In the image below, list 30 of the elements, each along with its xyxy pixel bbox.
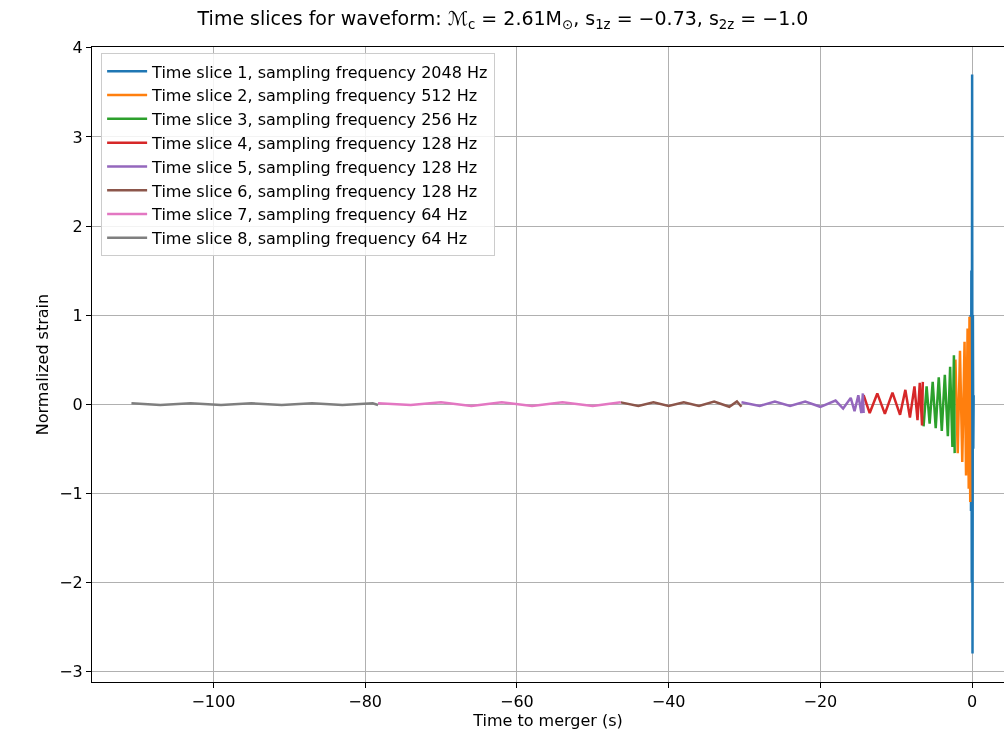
legend-label: Time slice 4, sampling frequency 128 Hz — [151, 133, 478, 153]
x-tick-label: −20 — [803, 692, 838, 712]
y-tick-label: 0 — [72, 394, 83, 414]
y-tick-label: 4 — [72, 38, 83, 58]
line-series — [954, 315, 972, 504]
y-tick-label: −3 — [59, 661, 83, 681]
legend-label: Time slice 3, sampling frequency 256 Hz — [151, 110, 478, 130]
x-tick-label: −40 — [651, 692, 686, 712]
x-tick-label: −80 — [348, 692, 383, 712]
y-tick-label: 2 — [72, 216, 83, 236]
legend-label: Time slice 6, sampling frequency 128 Hz — [151, 181, 478, 201]
x-axis-title: Time to merger (s) — [472, 711, 623, 731]
x-tick-label: 0 — [967, 692, 978, 712]
legend-label: Time slice 1, sampling frequency 2048 Hz — [151, 62, 488, 82]
legend-label: Time slice 8, sampling frequency 64 Hz — [151, 229, 468, 249]
line-series — [862, 380, 925, 427]
legend-label: Time slice 2, sampling frequency 512 Hz — [151, 86, 478, 106]
chart-title: Time slices for waveform: ℳ$_{c}$ = 2.61M$_{⊙}$, s$_{1z}$ = −0.73, s$_{2z}$ = −1.0 — [197, 6, 809, 32]
x-tick-label: −60 — [500, 692, 534, 712]
y-tick-label: −2 — [59, 572, 83, 592]
x-tick-label: −100 — [191, 692, 236, 712]
y-tick-label: 3 — [72, 127, 83, 147]
y-axis-title: Normalized strain — [33, 293, 53, 436]
line-series — [969, 73, 975, 655]
line-series — [922, 353, 956, 455]
line-series — [740, 392, 865, 415]
legend-label: Time slice 7, sampling frequency 64 Hz — [151, 205, 468, 225]
y-tick-label: 1 — [72, 305, 83, 325]
legend-label: Time slice 5, sampling frequency 128 Hz — [151, 157, 478, 177]
y-tick-label: −1 — [59, 483, 83, 503]
